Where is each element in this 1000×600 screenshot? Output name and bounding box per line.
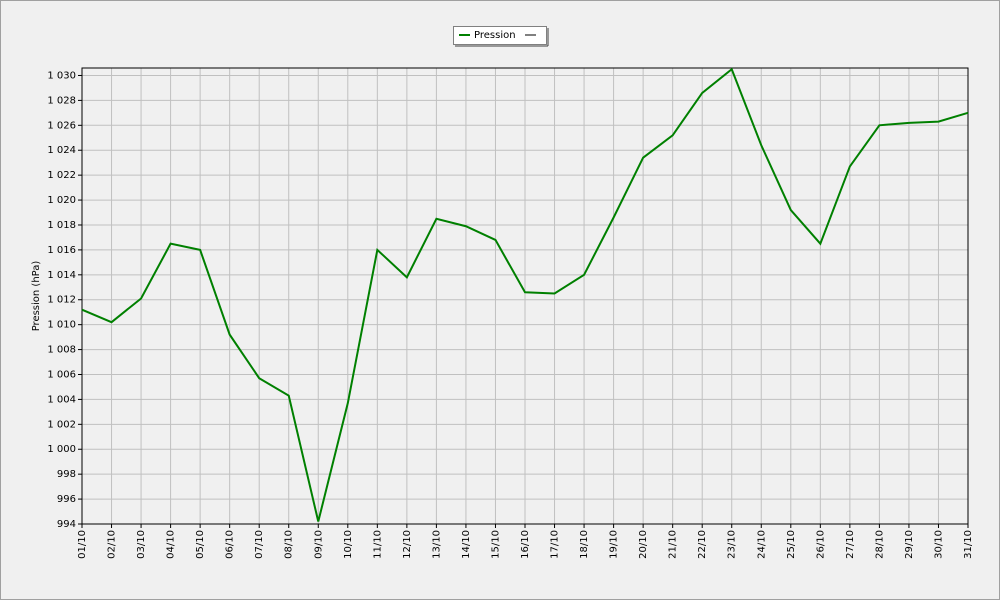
x-tick-label: 17/10 bbox=[550, 530, 561, 559]
x-tick-label: 21/10 bbox=[668, 530, 679, 559]
y-axis-label: Pression (hPa) bbox=[31, 261, 42, 332]
x-tick-label: 22/10 bbox=[697, 530, 708, 559]
x-tick-label: 24/10 bbox=[756, 530, 767, 559]
y-tick-label: 1 016 bbox=[47, 245, 76, 256]
y-tick-label: 1 014 bbox=[47, 270, 76, 281]
x-tick-label: 16/10 bbox=[520, 530, 531, 559]
x-tick-label: 13/10 bbox=[431, 530, 442, 559]
x-tick-label: 07/10 bbox=[254, 530, 265, 559]
x-tick-label: 23/10 bbox=[727, 530, 738, 559]
x-tick-label: 14/10 bbox=[461, 530, 472, 559]
y-tick-label: 994 bbox=[57, 519, 76, 530]
y-tick-label: 1 024 bbox=[47, 145, 76, 156]
y-tick-label: 1 000 bbox=[47, 444, 76, 455]
x-tick-label: 03/10 bbox=[136, 530, 147, 559]
data-line bbox=[81, 67, 969, 522]
y-tick-label: 1 010 bbox=[47, 320, 76, 331]
x-tick-label: 27/10 bbox=[845, 530, 856, 559]
x-tick-label: 10/10 bbox=[343, 530, 354, 559]
y-tick-label: 1 018 bbox=[47, 220, 76, 231]
x-tick-label: 06/10 bbox=[225, 530, 236, 559]
y-tick-label: 1 028 bbox=[47, 95, 76, 106]
x-tick-label: 12/10 bbox=[402, 530, 413, 559]
y-tick-label: 1 022 bbox=[47, 170, 76, 181]
x-tick-label: 18/10 bbox=[579, 530, 590, 559]
x-tick-label: 25/10 bbox=[786, 530, 797, 559]
x-tick-label: 28/10 bbox=[874, 530, 885, 559]
y-tick-label: 996 bbox=[57, 494, 76, 505]
x-tick-label: 08/10 bbox=[284, 530, 295, 559]
x-tick-label: 26/10 bbox=[815, 530, 826, 559]
y-tick-label: 1 004 bbox=[47, 394, 76, 405]
legend-box bbox=[453, 26, 547, 45]
x-tick-label: 20/10 bbox=[638, 530, 649, 559]
y-tick-label: 998 bbox=[57, 469, 76, 480]
legend-label: Pression bbox=[474, 30, 516, 41]
y-tick-label: 1 012 bbox=[47, 295, 76, 306]
x-tick-label: 09/10 bbox=[313, 530, 324, 559]
x-tick-label: 30/10 bbox=[933, 530, 944, 559]
y-tick-label: 1 008 bbox=[47, 345, 76, 356]
y-tick-label: 1 020 bbox=[47, 195, 76, 206]
y-tick-label: 1 026 bbox=[47, 120, 76, 131]
x-tick-label: 04/10 bbox=[166, 530, 177, 559]
y-tick-label: 1 030 bbox=[47, 70, 76, 81]
x-tick-label: 19/10 bbox=[609, 530, 620, 559]
plot-border bbox=[81, 67, 969, 525]
y-tick-label: 1 002 bbox=[47, 419, 76, 430]
x-tick-label: 11/10 bbox=[372, 530, 383, 559]
x-tick-label: 29/10 bbox=[904, 530, 915, 559]
x-tick-label: 02/10 bbox=[107, 530, 118, 559]
x-tick-label: 31/10 bbox=[963, 530, 974, 559]
y-tick-label: 1 006 bbox=[47, 369, 76, 380]
x-tick-label: 01/10 bbox=[77, 530, 88, 559]
x-tick-label: 05/10 bbox=[195, 530, 206, 559]
x-tick-label: 15/10 bbox=[490, 530, 501, 559]
